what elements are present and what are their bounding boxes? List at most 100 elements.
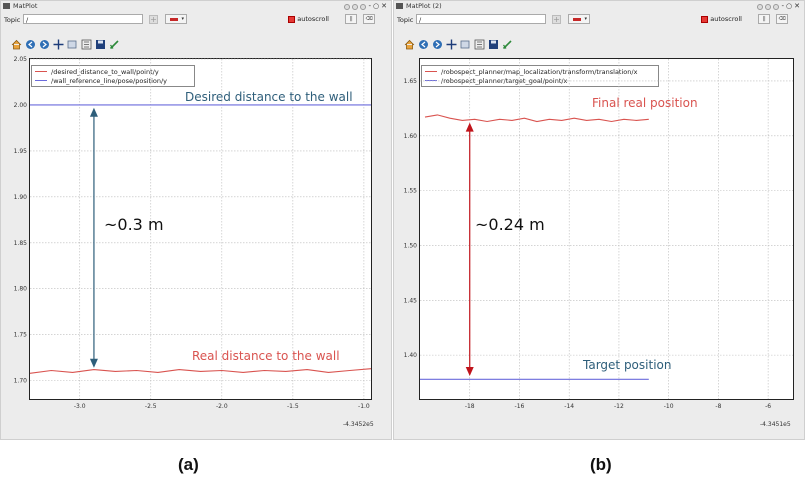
autoscroll-label: autoscroll [297, 15, 329, 23]
topic-label: Topic [4, 16, 21, 24]
topic-label: Topic [397, 16, 414, 24]
right-legend: /robospect_planner/map_localization/tran… [421, 65, 659, 87]
plot-toolbar [404, 37, 513, 51]
window-title: MatPlot (2) [406, 2, 442, 10]
configure-icon[interactable] [81, 39, 92, 50]
home-icon[interactable] [404, 39, 415, 50]
x-tick-label: -14 [564, 403, 574, 410]
color-select[interactable]: ▾ [568, 14, 590, 24]
x-tick-label: -10 [664, 403, 674, 410]
right-annotation-measure: ~0.24 m [475, 215, 545, 234]
app-icon [396, 3, 403, 9]
left-plot-area[interactable] [29, 58, 372, 400]
edit-curve-icon[interactable] [109, 39, 120, 50]
right-offset-label: -4.3451e5 [760, 421, 791, 428]
info-icon[interactable] [360, 3, 367, 10]
y-tick-label: 1.85 [14, 240, 28, 247]
left-titlebar: MatPlot - ○ ✕ [1, 1, 391, 12]
series-line [424, 114, 649, 123]
chevron-down-icon: ▾ [181, 16, 184, 22]
x-tick-label: -16 [515, 403, 525, 410]
help-icon[interactable] [344, 3, 351, 10]
y-tick-label: 2.05 [14, 56, 28, 63]
x-tick-label: -18 [465, 403, 475, 410]
add-topic-button[interactable]: + [149, 15, 158, 24]
pause-button[interactable]: || [345, 14, 357, 24]
y-tick-label: 1.65 [404, 78, 418, 85]
left-annotation-top: Desired distance to the wall [185, 90, 353, 104]
zoom-icon[interactable] [67, 39, 78, 50]
left-annotation-measure: ~0.3 m [104, 215, 164, 234]
y-tick-label: 1.75 [14, 332, 28, 339]
x-tick-label: -8 [715, 403, 721, 410]
topic-input[interactable]: / [23, 14, 143, 24]
color-select[interactable]: ▾ [165, 14, 187, 24]
info-icon[interactable] [773, 3, 780, 10]
reload-icon[interactable] [765, 3, 772, 10]
back-icon[interactable] [25, 39, 36, 50]
plot-toolbar [11, 37, 120, 51]
restore-icon[interactable]: ○ [786, 2, 793, 10]
pause-button[interactable]: || [758, 14, 770, 24]
pan-icon[interactable] [53, 39, 64, 50]
autoscroll-checkbox[interactable] [288, 15, 296, 23]
arrow-head-bottom [89, 358, 98, 368]
legend-item: /robospect_planner/map_localization/tran… [425, 67, 655, 76]
topic-row: Topic / + ▾ autoscroll || ⌫ [394, 13, 804, 27]
edit-curve-icon[interactable] [502, 39, 513, 50]
x-tick-label: -2.0 [216, 403, 228, 410]
y-tick-label: 1.70 [14, 378, 28, 385]
back-icon[interactable] [418, 39, 429, 50]
topic-input[interactable]: / [416, 14, 546, 24]
y-tick-label: 1.60 [404, 133, 418, 140]
y-tick-label: 1.95 [14, 148, 28, 155]
home-icon[interactable] [11, 39, 22, 50]
close-icon[interactable]: ✕ [794, 2, 800, 10]
caption-a: (a) [178, 455, 199, 474]
clear-button[interactable]: ⌫ [363, 14, 375, 24]
left-legend: /desired_distance_to_wall/point/y /wall_… [31, 65, 195, 87]
clear-button[interactable]: ⌫ [776, 14, 788, 24]
arrow-head-bottom [465, 366, 474, 376]
y-tick-label: 1.40 [404, 352, 418, 359]
forward-icon[interactable] [432, 39, 443, 50]
chevron-down-icon: ▾ [584, 16, 587, 22]
y-tick-label: 1.80 [14, 286, 28, 293]
right-annotation-top: Final real position [592, 96, 698, 110]
right-annotation-bottom: Target position [583, 358, 672, 372]
reload-icon[interactable] [352, 3, 359, 10]
configure-icon[interactable] [474, 39, 485, 50]
close-icon[interactable]: ✕ [381, 2, 387, 10]
x-tick-label: -3.0 [74, 403, 86, 410]
forward-icon[interactable] [39, 39, 50, 50]
minimize-button[interactable]: - [781, 2, 785, 10]
legend-item: /desired_distance_to_wall/point/y [35, 67, 191, 76]
x-tick-label: -2.5 [145, 403, 157, 410]
series-line [29, 368, 372, 374]
autoscroll-label: autoscroll [710, 15, 742, 23]
y-tick-label: 2.00 [14, 102, 28, 109]
app-icon [3, 3, 10, 9]
restore-icon[interactable]: ○ [373, 2, 380, 10]
minimize-button[interactable]: - [368, 2, 372, 10]
y-tick-label: 1.50 [404, 242, 418, 249]
save-icon[interactable] [488, 39, 499, 50]
y-tick-label: 1.55 [404, 188, 418, 195]
autoscroll-checkbox[interactable] [701, 15, 709, 23]
pan-icon[interactable] [446, 39, 457, 50]
right-plot-area[interactable] [419, 58, 794, 400]
arrow-head-top [89, 107, 98, 117]
legend-item: /robospect_planner/target_goal/point/x [425, 76, 655, 85]
help-icon[interactable] [757, 3, 764, 10]
add-topic-button[interactable]: + [552, 15, 561, 24]
save-icon[interactable] [95, 39, 106, 50]
right-titlebar: MatPlot (2) - ○ ✕ [394, 1, 804, 12]
x-tick-label: -6 [765, 403, 771, 410]
zoom-icon[interactable] [460, 39, 471, 50]
window-title: MatPlot [13, 2, 38, 10]
x-tick-label: -12 [614, 403, 624, 410]
left-annotation-bottom: Real distance to the wall [192, 349, 340, 363]
caption-b: (b) [590, 455, 612, 474]
